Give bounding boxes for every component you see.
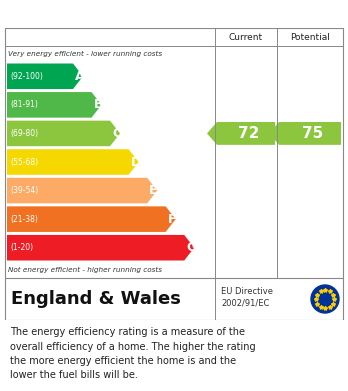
Polygon shape (7, 121, 120, 146)
Polygon shape (7, 92, 102, 118)
Text: Potential: Potential (290, 32, 330, 41)
Text: C: C (112, 127, 121, 140)
Text: Current: Current (229, 32, 263, 41)
Text: D: D (130, 156, 141, 169)
Text: 72: 72 (238, 126, 260, 141)
Polygon shape (7, 206, 176, 232)
Text: (39-54): (39-54) (10, 186, 38, 195)
Text: G: G (186, 241, 197, 254)
Text: E: E (149, 184, 158, 197)
Text: 75: 75 (302, 126, 324, 141)
Text: F: F (168, 213, 176, 226)
Text: A: A (75, 70, 85, 83)
Text: (21-38): (21-38) (10, 215, 38, 224)
Polygon shape (207, 122, 275, 145)
Text: The energy efficiency rating is a measure of the
overall efficiency of a home. T: The energy efficiency rating is a measur… (10, 327, 256, 380)
Text: (81-91): (81-91) (10, 100, 38, 109)
Text: England & Wales: England & Wales (11, 290, 181, 308)
Polygon shape (269, 122, 341, 145)
Text: Very energy efficient - lower running costs: Very energy efficient - lower running co… (8, 51, 162, 57)
Polygon shape (7, 235, 194, 260)
Text: Not energy efficient - higher running costs: Not energy efficient - higher running co… (8, 267, 162, 273)
Text: (1-20): (1-20) (10, 243, 33, 252)
Polygon shape (7, 149, 139, 175)
Polygon shape (7, 178, 157, 203)
Text: (55-68): (55-68) (10, 158, 38, 167)
Text: Energy Efficiency Rating: Energy Efficiency Rating (10, 7, 220, 22)
Circle shape (311, 285, 339, 313)
Text: (92-100): (92-100) (10, 72, 43, 81)
Polygon shape (7, 63, 83, 89)
Text: (69-80): (69-80) (10, 129, 38, 138)
Text: EU Directive
2002/91/EC: EU Directive 2002/91/EC (221, 287, 273, 307)
Text: B: B (94, 99, 103, 111)
